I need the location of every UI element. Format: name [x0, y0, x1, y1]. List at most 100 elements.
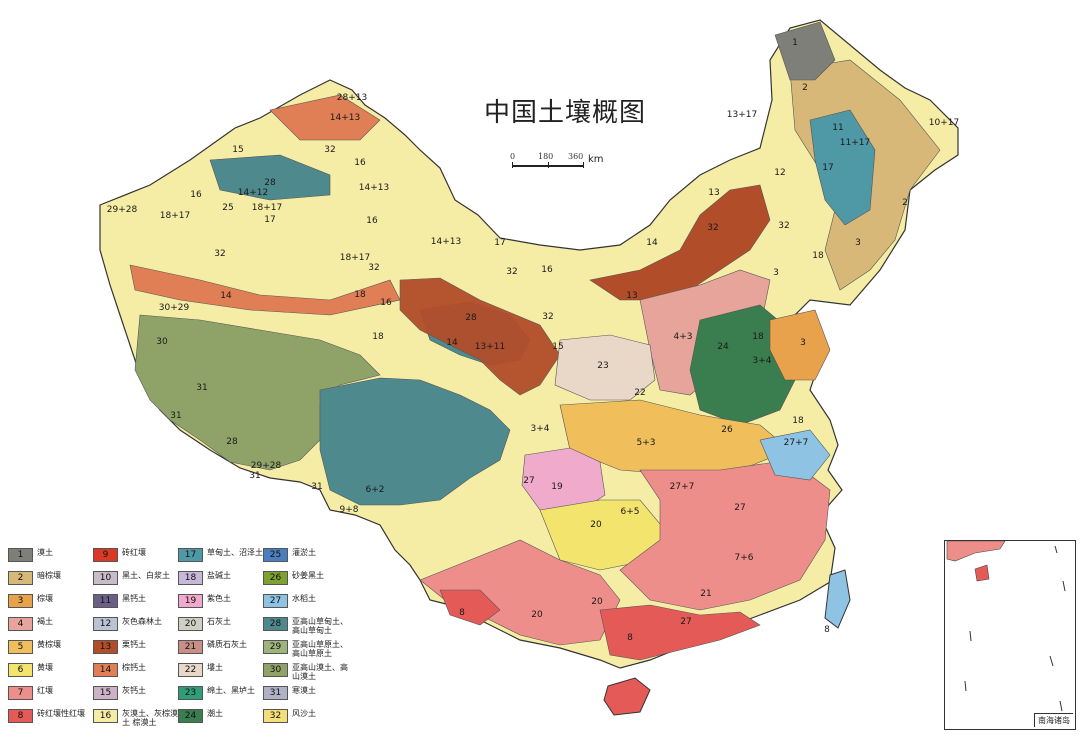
region-label: 32: [542, 312, 553, 322]
region-label: 15: [232, 145, 243, 155]
legend-swatch: 4: [8, 617, 33, 631]
legend-item-31: 31 寒漠土: [263, 684, 348, 702]
region-label: 20: [591, 597, 603, 607]
region-label: 3+4: [753, 356, 772, 366]
legend-item-17: 17 草甸土、沼泽土: [178, 546, 263, 564]
map-title: 中国土壤概图: [484, 98, 647, 128]
region-label: 13: [626, 291, 637, 301]
legend-swatch: 32: [263, 709, 288, 723]
legend-item-12: 12 灰色森林土: [93, 615, 178, 633]
legend-label: 紫色土: [207, 594, 231, 603]
legend-label: 棕壤: [37, 594, 53, 603]
legend-swatch: 10: [93, 571, 118, 585]
region-label: 3: [773, 268, 779, 278]
legend-item-7: 7 红壤: [8, 684, 93, 702]
region-label: 14+13: [359, 183, 389, 193]
legend-item-10: 10 黑土、白浆土: [93, 569, 178, 587]
region-label: 27+7: [784, 438, 809, 448]
legend-swatch: 13: [93, 640, 118, 654]
legend-swatch: 19: [178, 594, 203, 608]
region-label: 32: [778, 221, 789, 231]
region-shandong-brown: [769, 309, 831, 381]
region-label: 18+17: [252, 203, 282, 213]
region-label: 27: [734, 503, 745, 513]
scale-tick-mark: [512, 162, 513, 168]
legend-label: 磷质石灰土: [207, 640, 247, 649]
legend-swatch: 7: [8, 686, 33, 700]
legend-swatch: 27: [263, 594, 288, 608]
region-label: 32: [214, 249, 225, 259]
region-kunlun-brown-calcic: [129, 264, 401, 316]
region-label: 27: [523, 476, 534, 486]
legend-label: 灰钙土: [122, 686, 146, 695]
region-label: 17: [494, 238, 505, 248]
region-label: 13+17: [727, 110, 757, 120]
region-label: 15: [552, 342, 563, 352]
region-label: 16: [541, 265, 553, 275]
region-label: 27+7: [670, 482, 695, 492]
legend-item-26: 26 砂姜黑土: [263, 569, 348, 587]
region-label: 3: [855, 238, 861, 248]
legend-label: 风沙土: [292, 709, 316, 718]
region-label: 18+17: [340, 253, 370, 263]
legend-label: 灰漠土、灰棕漠土 棕漠土: [122, 709, 178, 727]
scale-tick-180: 180: [538, 152, 554, 161]
legend-swatch: 3: [8, 594, 33, 608]
legend-item-28: 28 亚高山草甸土、高山草甸土: [263, 615, 348, 635]
legend-label: 潮土: [207, 709, 223, 718]
region-label: 6+2: [366, 485, 385, 495]
region-daxinganling: [774, 21, 836, 81]
region-label: 2: [902, 198, 908, 208]
scale-tick-mark: [583, 162, 584, 168]
legend-label: 红壤: [37, 686, 53, 695]
legend-item-6: 6 黄壤: [8, 661, 93, 679]
legend-item-23: 23 绵土、黑垆土: [178, 684, 263, 702]
legend-swatch: 20: [178, 617, 203, 631]
region-label: 14: [446, 338, 458, 348]
legend-label: 水稻土: [292, 594, 316, 603]
region-label: 16: [354, 158, 366, 168]
region-northeast-black-soil: [809, 109, 876, 226]
region-altai-brown-calcic: [269, 94, 381, 141]
region-label: 16: [380, 298, 392, 308]
region-label: 11+17: [840, 138, 870, 148]
region-loess-plateau: [554, 334, 656, 401]
legend-label: 黄壤: [37, 663, 53, 672]
region-label: 14+12: [238, 188, 268, 198]
region-label: 28: [264, 178, 276, 188]
region-label: 31: [170, 411, 181, 421]
region-label: 25: [222, 203, 233, 213]
legend-swatch: 1: [8, 548, 33, 562]
region-label: 13: [708, 188, 719, 198]
region-yunnan-latosolic: [439, 589, 501, 626]
region-label: 18: [372, 332, 384, 342]
legend-item-20: 20 石灰土: [178, 615, 263, 633]
region-label: 23: [597, 361, 608, 371]
legend-item-16: 16 灰漠土、灰棕漠土 棕漠土: [93, 707, 178, 727]
legend-swatch: 22: [178, 663, 203, 677]
legend-label: 砂姜黑土: [292, 571, 324, 580]
legend-item-14: 14 棕钙土: [93, 661, 178, 679]
region-label: 22: [634, 388, 645, 398]
legend-label: 寒漠土: [292, 686, 316, 695]
region-label: 19: [551, 482, 563, 492]
region-label: 12: [774, 168, 785, 178]
legend-label: 黑土、白浆土: [122, 571, 170, 580]
scale-tick-360: 360: [568, 152, 584, 161]
legend-item-18: 18 盐碱土: [178, 569, 263, 587]
region-label: 26: [721, 425, 733, 435]
legend-item-32: 32 风沙土: [263, 707, 348, 725]
south-china-sea-inset: 南海诸岛: [944, 540, 1076, 730]
region-label: 28: [465, 313, 477, 323]
region-label: 3+4: [531, 424, 550, 434]
region-label: 32: [368, 263, 379, 273]
legend-label: 亚高山草甸土、高山草甸土: [292, 617, 348, 635]
legend-item-11: 11 黑钙土: [93, 592, 178, 610]
region-label: 10+17: [929, 118, 959, 128]
inset-label: 南海诸岛: [1034, 713, 1073, 727]
region-label: 8: [459, 608, 465, 618]
legend-label: 盐碱土: [207, 571, 231, 580]
legend-label: 灌淤土: [292, 548, 316, 557]
legend-label: 黄棕壤: [37, 640, 61, 649]
region-label: 13+11: [475, 342, 505, 352]
